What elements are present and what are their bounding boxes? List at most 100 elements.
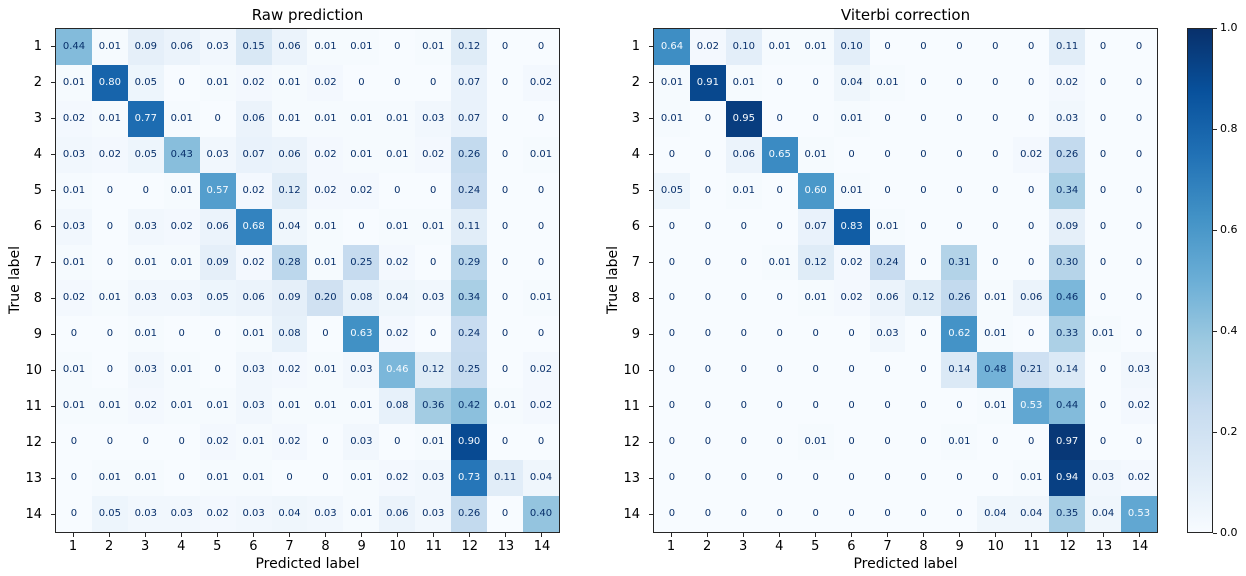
x-tick-labels: 1 2 3 4 5 6 7 8 9 10 11 12 13 14	[653, 539, 1158, 554]
heatmap-cell: 0	[761, 316, 798, 353]
heatmap-cell: 0.05	[127, 136, 164, 173]
x-tick-label: 6	[249, 539, 258, 554]
x-tick-label: 10	[987, 539, 1004, 554]
heatmap-cell: 0.04	[1085, 496, 1122, 532]
heatmap-cell: 0.01	[869, 208, 906, 245]
heatmap-cell: 0	[1013, 100, 1050, 137]
heatmap-cell: 0.01	[307, 352, 344, 389]
heatmap-cell: 0	[1121, 316, 1157, 353]
y-tick-label: 13	[623, 471, 640, 487]
heatmap-cell: 0	[1085, 388, 1122, 425]
heatmap-cell: 0	[91, 172, 128, 209]
heatmap-cell: 0	[163, 316, 200, 353]
heatmap-cell: 0	[761, 352, 798, 389]
tick-mark	[649, 261, 653, 263]
heatmap-cell: 0.01	[199, 64, 236, 101]
heatmap-cell: 0.31	[941, 244, 978, 281]
heatmap-cell: 0	[415, 172, 452, 209]
heatmap-cell: 0.03	[415, 100, 452, 137]
heatmap-cell: 0	[977, 100, 1014, 137]
heatmap-cell: 0	[689, 388, 726, 425]
colorbar-tick-label: 0.6	[1220, 223, 1238, 236]
tick-mark	[51, 81, 55, 83]
heatmap-cell: 0.34	[451, 280, 488, 317]
heatmap-cell: 0	[487, 280, 524, 317]
heatmap-cell: 0	[343, 64, 380, 101]
heatmap-cell: 0	[689, 316, 726, 353]
viterbi-correction-heatmap: 0.64 0.02 0.10 0.01 0.01 0.10 0 0 0 0 0 0.11 0 0 0.01 0…	[653, 28, 1158, 533]
heatmap-cell: 0.02	[235, 244, 272, 281]
heatmap-cell: 0	[941, 29, 978, 65]
x-tick-label: 12	[1059, 539, 1077, 554]
heatmap-cell: 0	[833, 316, 870, 353]
heatmap-cell: 0	[761, 64, 798, 101]
y-tick-label: 3	[33, 110, 42, 126]
tick-mark	[51, 442, 55, 444]
heatmap-cell: 0.01	[415, 29, 452, 65]
heatmap-cell: 0	[379, 29, 416, 65]
heatmap-cell: 0	[127, 172, 164, 209]
tick-mark	[649, 406, 653, 408]
heatmap-cell: 0	[797, 496, 834, 532]
heatmap-cell: 0.53	[1121, 496, 1157, 532]
heatmap-cell: 0.01	[343, 460, 380, 497]
heatmap-cell: 0.01	[379, 208, 416, 245]
heatmap-cell: 0	[1085, 136, 1122, 173]
heatmap-cell: 0	[1085, 172, 1122, 209]
heatmap-cell: 0	[977, 172, 1014, 209]
heatmap-cell: 0.11	[487, 460, 524, 497]
heatmap-cell: 0.02	[56, 280, 92, 317]
heatmap-cell: 0.03	[127, 496, 164, 532]
tick-mark	[51, 478, 55, 480]
heatmap-cell: 0	[523, 172, 559, 209]
heatmap-cell: 0.01	[91, 280, 128, 317]
heatmap-cell: 0	[1121, 424, 1157, 461]
heatmap-cell: 0	[487, 244, 524, 281]
heatmap-cell: 0	[905, 460, 942, 497]
y-tick-label: 1	[33, 38, 42, 54]
heatmap-cell: 0	[1085, 64, 1122, 101]
colorbar-tick-label: 1.0	[1220, 21, 1238, 34]
heatmap-cell: 0.14	[941, 352, 978, 389]
heatmap-cell: 0.06	[271, 29, 308, 65]
heatmap-cell: 0	[487, 29, 524, 65]
heatmap-cell: 0.97	[1049, 424, 1086, 461]
heatmap-cell: 0	[689, 280, 726, 317]
heatmap-cell: 0	[797, 388, 834, 425]
heatmap-cell: 0	[905, 64, 942, 101]
heatmap-cell: 0	[689, 208, 726, 245]
heatmap-cell: 0	[689, 172, 726, 209]
heatmap-cell: 0.60	[797, 172, 834, 209]
heatmap-cell: 0	[941, 208, 978, 245]
heatmap-cell: 0	[725, 280, 762, 317]
heatmap-cell: 0	[833, 388, 870, 425]
heatmap-cell: 0.46	[379, 352, 416, 389]
heatmap-cell: 0	[487, 64, 524, 101]
heatmap-cell: 0.48	[977, 352, 1014, 389]
heatmap-cell: 0	[797, 316, 834, 353]
x-tick-label: 12	[461, 539, 479, 554]
tick-mark	[649, 81, 653, 83]
heatmap-cell: 0.03	[869, 316, 906, 353]
heatmap-cell: 0	[869, 136, 906, 173]
heatmap-cell: 0	[1085, 208, 1122, 245]
heatmap-cell: 0	[56, 424, 92, 461]
heatmap-cell: 0.46	[1049, 280, 1086, 317]
x-axis-label: Predicted label	[255, 556, 360, 572]
heatmap-cell: 0.01	[56, 244, 92, 281]
heatmap-cell: 0	[487, 136, 524, 173]
y-tick-label: 9	[33, 327, 42, 343]
heatmap-cell: 0	[56, 460, 92, 497]
heatmap-cell: 0.03	[235, 388, 272, 425]
colorbar-tick-mark	[1213, 533, 1217, 534]
heatmap-cell: 0	[523, 244, 559, 281]
heatmap-cell: 0	[905, 136, 942, 173]
heatmap-cell: 0.44	[56, 29, 92, 65]
heatmap-cell: 0	[91, 316, 128, 353]
heatmap-cell: 0	[1013, 424, 1050, 461]
heatmap-cell: 0	[1085, 100, 1122, 137]
heatmap-cell: 0.06	[869, 280, 906, 317]
heatmap-cell: 0	[761, 100, 798, 137]
heatmap-cell: 0	[56, 316, 92, 353]
